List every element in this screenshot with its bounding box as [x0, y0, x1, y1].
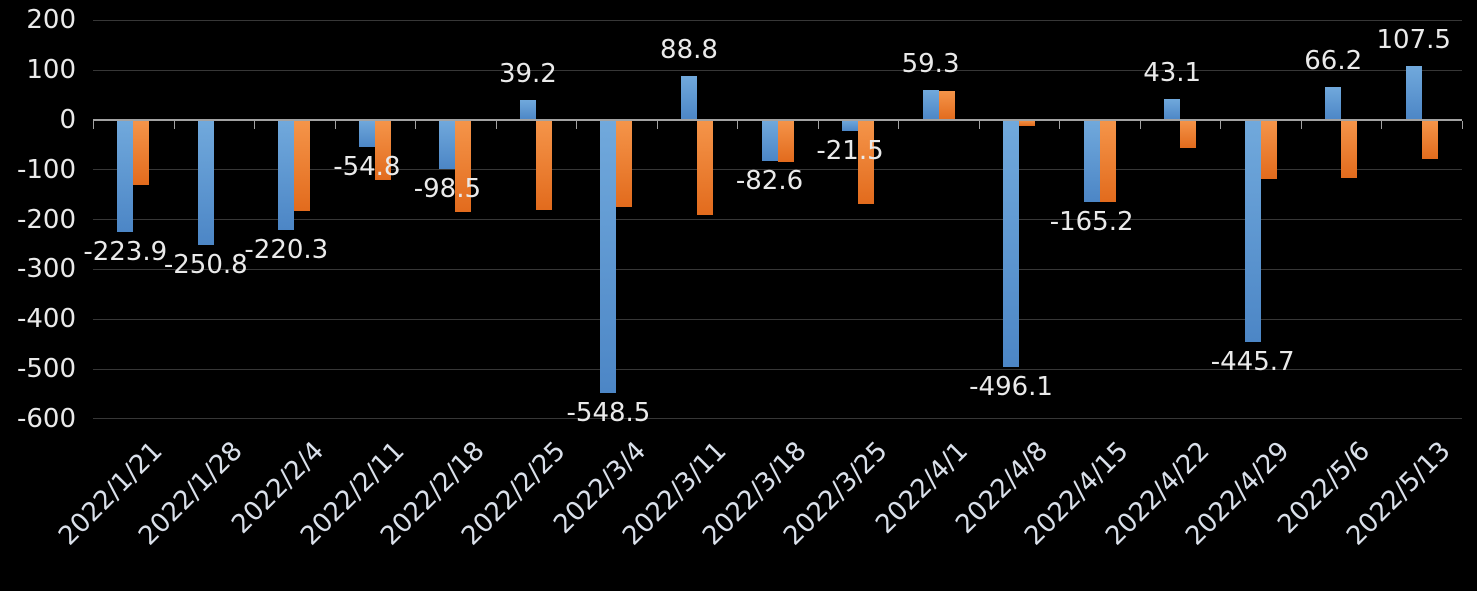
- axis-tick: [415, 121, 417, 129]
- bar-series-blue-2022/3/18: [761, 120, 778, 162]
- axis-tick: [817, 121, 819, 129]
- bar-series-orange-2022/2/25: [535, 120, 552, 210]
- gridline-y--500: [93, 368, 1462, 370]
- bar-series-orange-2022/3/11: [696, 120, 713, 215]
- bar-series-blue-2022/4/8: [1003, 120, 1020, 368]
- bar-series-orange-2022/2/4: [294, 120, 311, 212]
- bar-series-blue-2022/2/4: [278, 120, 295, 230]
- bar-series-orange-2022/3/4: [616, 120, 633, 208]
- data-label: -250.8: [163, 249, 248, 280]
- axis-tick: [93, 121, 94, 129]
- gridline-y--600: [93, 418, 1462, 420]
- y-axis-label: 200: [26, 5, 76, 36]
- data-label: 59.3: [901, 49, 960, 80]
- data-label: -54.8: [333, 152, 401, 183]
- data-label: -165.2: [1049, 207, 1134, 238]
- gridline-y-200: [93, 19, 1462, 21]
- gridline-y--200: [93, 219, 1462, 221]
- axis-tick: [576, 121, 578, 129]
- data-label: 43.1: [1143, 57, 1202, 88]
- bar-series-blue-2022/4/22: [1164, 98, 1181, 120]
- bar-series-blue-2022/5/13: [1405, 66, 1422, 120]
- bar-series-orange-2022/2/11: [374, 120, 391, 180]
- bar-series-orange-2022/5/13: [1421, 120, 1438, 160]
- axis-tick: [898, 121, 900, 129]
- axis-tick: [656, 121, 658, 129]
- data-label: 88.8: [660, 34, 718, 65]
- data-label: -220.3: [244, 234, 329, 265]
- data-label: -21.5: [816, 135, 884, 166]
- bar-series-orange-2022/4/8: [1019, 120, 1036, 127]
- y-axis-label: -600: [16, 403, 76, 434]
- bar-series-orange-2022/5/6: [1341, 120, 1358, 179]
- bar-series-blue-2022/2/25: [519, 100, 536, 120]
- axis-tick: [978, 121, 980, 129]
- data-label: 39.2: [498, 59, 557, 90]
- bar-series-orange-2022/4/29: [1260, 120, 1277, 179]
- y-axis-label: -400: [16, 304, 76, 335]
- gridline-y--100: [93, 169, 1462, 171]
- axis-tick: [495, 121, 497, 129]
- y-axis-label: -500: [16, 354, 76, 384]
- data-label: -496.1: [969, 372, 1053, 403]
- y-axis-label: -100: [16, 154, 76, 185]
- axis-tick: [1381, 121, 1383, 129]
- bar-series-orange-2022/3/25: [858, 120, 875, 204]
- y-axis-label: 100: [26, 55, 76, 86]
- bar-series-blue-2022/4/15: [1083, 120, 1100, 203]
- data-label: 107.5: [1376, 25, 1451, 56]
- data-label: -98.5: [413, 174, 482, 205]
- bar-series-blue-2022/5/6: [1325, 87, 1342, 120]
- y-axis-label: -300: [16, 254, 76, 285]
- bar-series-orange-2022/3/18: [777, 120, 794, 162]
- y-axis-label: -200: [16, 204, 76, 235]
- data-label: -223.9: [83, 236, 168, 267]
- bar-series-blue-2022/4/1: [922, 90, 939, 120]
- gridline-y--300: [93, 268, 1462, 270]
- bar-series-orange-2022/4/22: [1180, 120, 1197, 148]
- y-axis-label: 0: [59, 105, 76, 135]
- gridline-y--400: [93, 318, 1462, 320]
- bar-series-blue-2022/2/18: [439, 120, 456, 170]
- data-label: -82.6: [735, 166, 804, 197]
- bar-series-blue-2022/1/28: [197, 120, 214, 245]
- bar-series-orange-2022/4/15: [1099, 120, 1116, 203]
- bar-series-blue-2022/3/25: [842, 120, 859, 131]
- data-label: -445.7: [1210, 346, 1295, 377]
- gridline-y-100: [93, 69, 1462, 71]
- axis-tick: [334, 121, 336, 129]
- axis-tick: [254, 121, 256, 129]
- bar-series-blue-2022/3/11: [680, 75, 697, 120]
- data-label: 66.2: [1304, 46, 1363, 77]
- axis-tick: [1300, 121, 1302, 129]
- axis-tick: [1059, 121, 1061, 129]
- axis-tick: [737, 121, 739, 129]
- axis-tick: [173, 121, 175, 129]
- bar-series-blue-2022/1/21: [117, 120, 134, 232]
- bar-series-orange-2022/1/21: [133, 120, 150, 185]
- bar-series-blue-2022/2/11: [358, 120, 375, 148]
- axis-tick: [1462, 121, 1463, 129]
- bar-series-blue-2022/3/4: [600, 120, 617, 394]
- data-label: -548.5: [566, 398, 651, 429]
- axis-tick: [1220, 121, 1222, 129]
- bar-series-orange-2022/4/1: [938, 90, 955, 120]
- bar-series-orange-2022/2/18: [455, 120, 472, 213]
- x-axis-line: [93, 119, 1462, 121]
- axis-tick: [1139, 121, 1141, 129]
- bar-series-blue-2022/4/29: [1244, 120, 1261, 342]
